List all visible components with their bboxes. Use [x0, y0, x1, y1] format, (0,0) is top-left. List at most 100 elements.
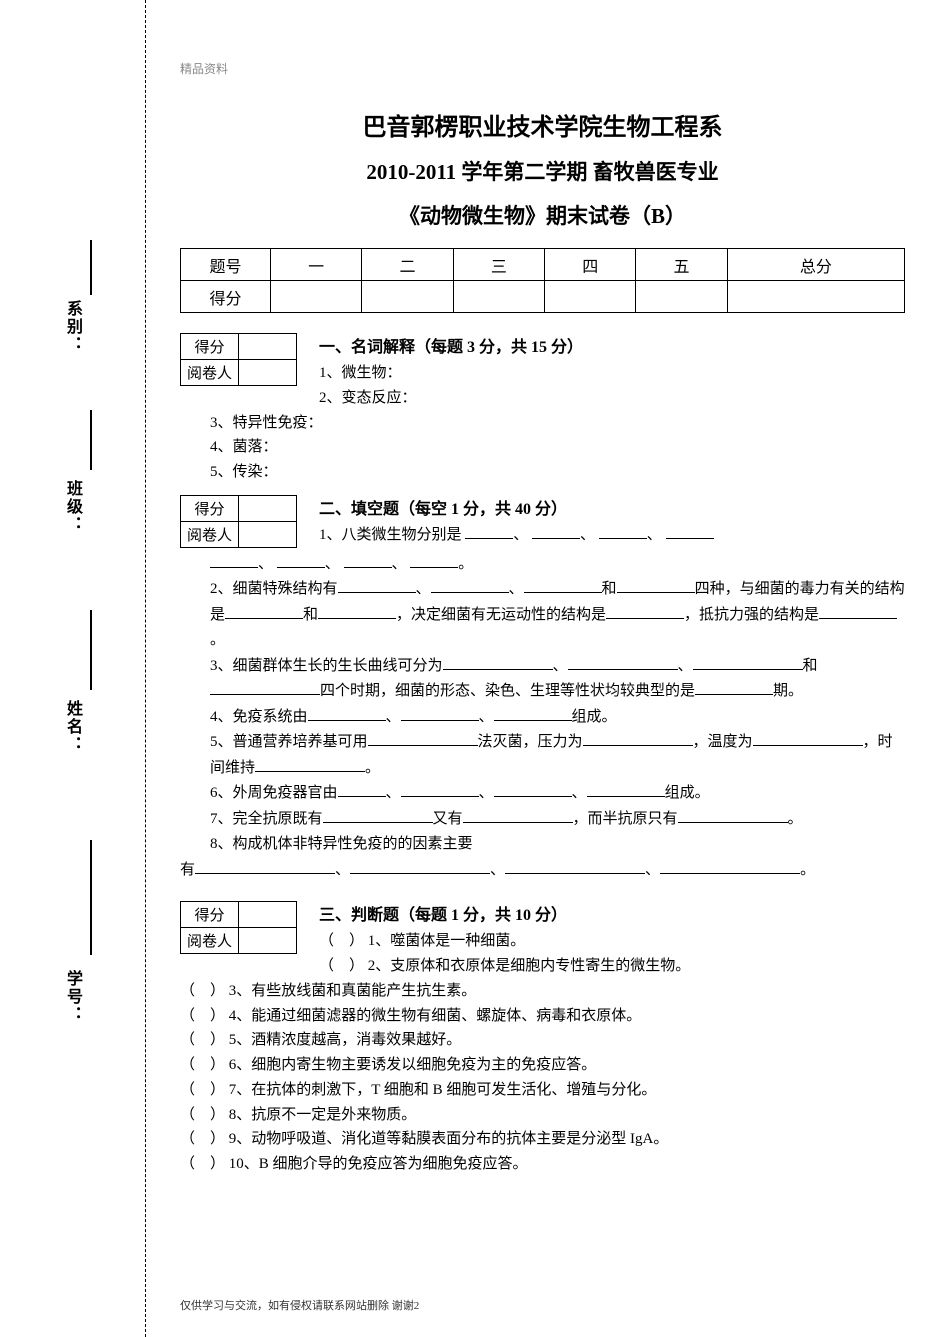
- blank: [308, 706, 386, 721]
- blank: [494, 782, 572, 797]
- t: （: [180, 1057, 195, 1073]
- binding-underline: [90, 410, 92, 470]
- binding-label-class: 班级：: [60, 480, 84, 534]
- t: 和: [303, 607, 318, 623]
- q2-8: 8、构成机体非特异性免疫的的因素主要: [210, 832, 905, 858]
- blank: [401, 782, 479, 797]
- q2-5: 5、普通营养培养基可用法灭菌，压力为，温度为，时间维持。: [210, 730, 905, 781]
- blank: [819, 604, 897, 619]
- t: （: [319, 933, 334, 949]
- t: 又有: [433, 811, 463, 827]
- t: 6、细胞内寄生物主要诱发以细胞免疫为主的免疫应答。: [229, 1057, 597, 1073]
- blank: [255, 757, 365, 772]
- cell: 四: [545, 249, 636, 281]
- t: 9、动物呼吸道、消化道等黏膜表面分布的抗体主要是分泌型 IgA。: [229, 1131, 669, 1147]
- q: 5、传染：: [210, 460, 905, 485]
- blank: [660, 859, 800, 874]
- binding-label-id: 学号：: [60, 970, 84, 1024]
- blank: [599, 524, 647, 539]
- t: 。: [210, 632, 225, 648]
- binding-underline: [90, 240, 92, 295]
- binding-label-name: 姓名：: [60, 700, 84, 754]
- t: 1、噬菌体是一种细菌。: [368, 933, 526, 949]
- t: 4、免疫系统由: [210, 709, 308, 725]
- t: 、: [645, 862, 660, 878]
- blank: [693, 655, 803, 670]
- cell: 得分: [181, 281, 271, 313]
- t: （: [180, 983, 195, 999]
- t: （: [180, 1131, 195, 1147]
- blank: [465, 524, 513, 539]
- t: ，决定细菌有无运动性的结构是: [396, 607, 606, 623]
- q3-7: （ ） 7、在抗体的刺激下，T 细胞和 B 细胞可发生活化、增殖与分化。: [180, 1078, 905, 1103]
- dashed-line: [145, 0, 146, 1337]
- q3-3: （ ） 3、有些放线菌和真菌能产生抗生素。: [180, 979, 905, 1004]
- cell: [239, 521, 297, 547]
- cell: [545, 281, 636, 313]
- t: 、: [386, 785, 401, 801]
- t: 。: [458, 556, 473, 572]
- t: （: [180, 1008, 195, 1024]
- t: 7、在抗体的刺激下，T 细胞和 B 细胞可发生活化、增殖与分化。: [229, 1082, 657, 1098]
- t: ，而半抗原只有: [573, 811, 678, 827]
- q3-9: （ ） 9、动物呼吸道、消化道等黏膜表面分布的抗体主要是分泌型 IgA。: [180, 1127, 905, 1152]
- t: 6、外周免疫器官由: [210, 785, 338, 801]
- q: 2、变态反应：: [180, 386, 905, 411]
- t: 、: [580, 527, 595, 543]
- q3-4: （ ） 4、能通过细菌滤器的微生物有细菌、螺旋体、病毒和衣原体。: [180, 1004, 905, 1029]
- blank: [494, 706, 572, 721]
- page-content: 精品资料 巴音郭楞职业技术学院生物工程系 2010-2011 学年第二学期 畜牧…: [180, 60, 905, 1187]
- cell: [239, 902, 297, 928]
- q3-2: （ ） 2、支原体和衣原体是细胞内专性寄生的微生物。: [180, 954, 905, 979]
- mini-score-box: 得分 阅卷人: [180, 495, 297, 548]
- t: ）: [210, 1156, 225, 1172]
- t: （: [319, 958, 334, 974]
- cell: 得分: [181, 902, 239, 928]
- t: 组成。: [572, 709, 617, 725]
- q3-6: （ ） 6、细胞内寄生物主要诱发以细胞免疫为主的免疫应答。: [180, 1053, 905, 1078]
- t: 法灭菌，压力为: [478, 734, 583, 750]
- cell: [727, 281, 904, 313]
- t: ，抵抗力强的结构是: [684, 607, 819, 623]
- t: 4、能通过细菌滤器的微生物有细菌、螺旋体、病毒和衣原体。: [229, 1008, 642, 1024]
- cell: 阅卷人: [181, 521, 239, 547]
- t: 2、支原体和衣原体是细胞内专性寄生的微生物。: [368, 958, 691, 974]
- mini-score-box: 得分 阅卷人: [180, 901, 297, 954]
- cell: [271, 281, 362, 313]
- cell: 五: [636, 249, 727, 281]
- blank: [583, 731, 693, 746]
- blank: [532, 524, 580, 539]
- t: 、: [490, 862, 505, 878]
- watermark: 精品资料: [180, 60, 905, 77]
- t: 。: [800, 862, 815, 878]
- blank: [368, 731, 478, 746]
- t: ）: [210, 1057, 225, 1073]
- header-term: 2010-2011 学年第二学期 畜牧兽医专业: [180, 156, 905, 186]
- t: 、: [479, 709, 494, 725]
- cell: 得分: [181, 495, 239, 521]
- q3-10: （ ） 10、B 细胞介导的免疫应答为细胞免疫应答。: [180, 1152, 905, 1177]
- cell: 得分: [181, 334, 239, 360]
- blank: [225, 604, 303, 619]
- t: 四个时期，细菌的形态、染色、生理等性状均较典型的是: [320, 683, 695, 699]
- t: 、: [325, 556, 340, 572]
- blank: [753, 731, 863, 746]
- q2-4: 4、免疫系统由、、组成。: [210, 705, 905, 731]
- table-row: 得分: [181, 281, 905, 313]
- blank: [666, 524, 714, 539]
- t: 8、抗原不一定是外来物质。: [229, 1107, 417, 1123]
- q: 4、菌落：: [210, 435, 905, 460]
- section-2: 得分 阅卷人 二、填空题（每空 1 分，共 40 分） 1、八类微生物分别是 、…: [180, 495, 905, 884]
- cell: [239, 495, 297, 521]
- t: ）: [210, 1082, 225, 1098]
- section-1: 得分 阅卷人 一、名词解释（每题 3 分，共 15 分） 1、微生物： 2、变态…: [180, 333, 905, 485]
- t: 期。: [773, 683, 803, 699]
- t: ）: [210, 1131, 225, 1147]
- t: 、: [513, 527, 528, 543]
- t: 7、完全抗原既有: [210, 811, 323, 827]
- t: 1、八类微生物分别是: [319, 527, 462, 543]
- cell: [239, 360, 297, 386]
- blank: [443, 655, 553, 670]
- blank: [318, 604, 396, 619]
- blank: [505, 859, 645, 874]
